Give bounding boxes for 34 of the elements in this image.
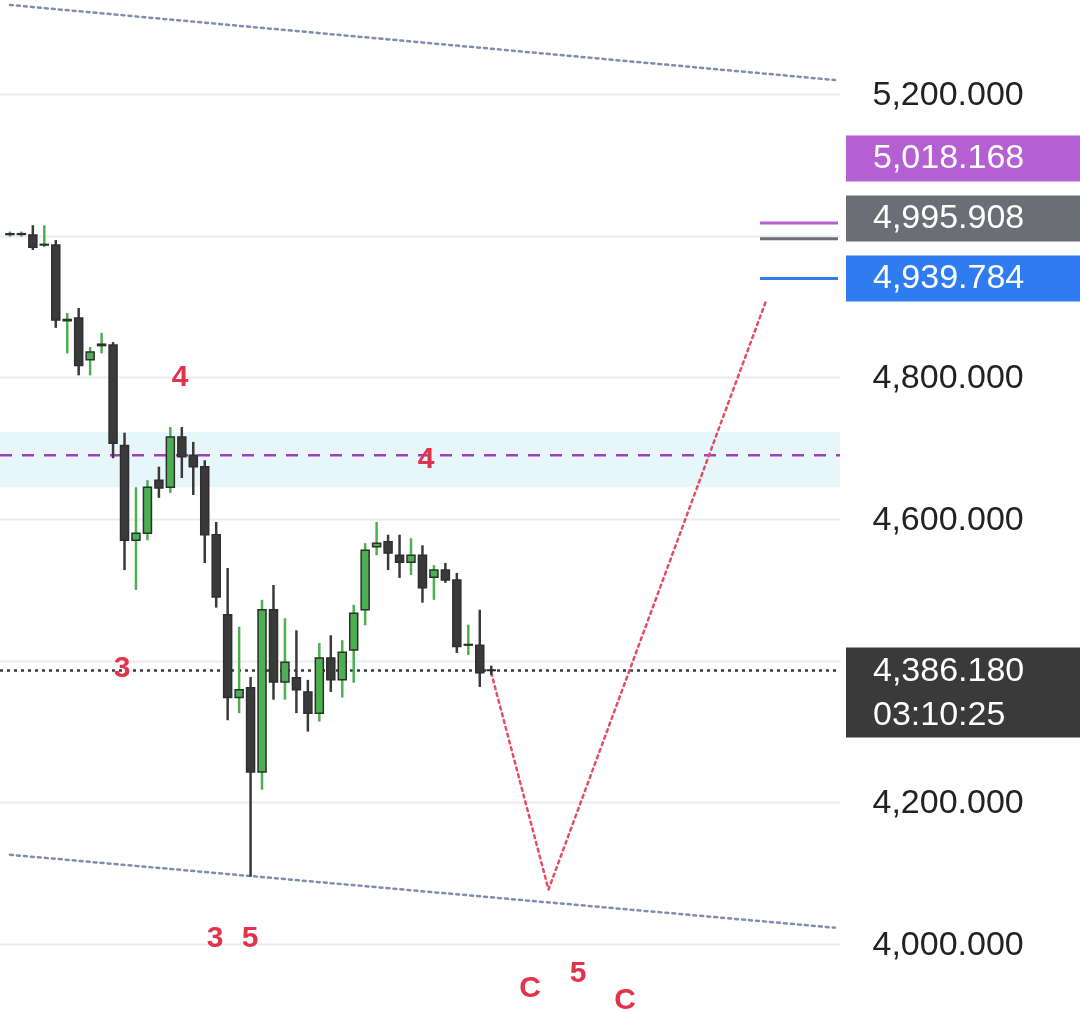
annotation: 5: [569, 955, 587, 988]
candlestick: [463, 623, 474, 657]
candlestick: [85, 345, 95, 377]
ref-line-label: 4,386.180: [873, 649, 1025, 688]
y-tick-label: 4,200.000: [872, 781, 1024, 820]
y-tick-label: 4,800.000: [872, 356, 1024, 395]
annotation: 3: [113, 649, 131, 683]
candlestick: [188, 440, 199, 497]
ref-line-label: 4,995.908: [873, 197, 1025, 236]
candlestick: [406, 536, 416, 577]
candlestick: [39, 223, 50, 249]
candlestick: [28, 223, 38, 252]
candlestick: [371, 520, 382, 557]
candlestick: [154, 465, 164, 500]
annotation: 3: [206, 920, 224, 953]
ref-line-label: 5,018.168: [873, 137, 1025, 176]
candlestick: [96, 331, 107, 355]
annotation: 5: [241, 920, 259, 953]
candlestick: [131, 485, 141, 592]
candlestick: [177, 425, 187, 480]
annotation: C: [614, 982, 636, 1012]
text: 03:10:25: [873, 693, 1006, 732]
candlestick: [383, 533, 393, 572]
candlestick: [280, 617, 290, 701]
y-tick-label: 4,600.000: [872, 498, 1024, 537]
candlestick: [303, 678, 313, 733]
y-tick-label: 4,000.000: [872, 923, 1024, 962]
annotation: C: [519, 970, 541, 1003]
candlestick: [440, 561, 451, 585]
ref-line-label: 4,939.784: [873, 257, 1025, 296]
annotation: 4: [171, 359, 189, 392]
candlestick: [394, 533, 405, 580]
candlestick: [429, 563, 439, 602]
y-tick-label: 5,200.000: [872, 73, 1024, 112]
